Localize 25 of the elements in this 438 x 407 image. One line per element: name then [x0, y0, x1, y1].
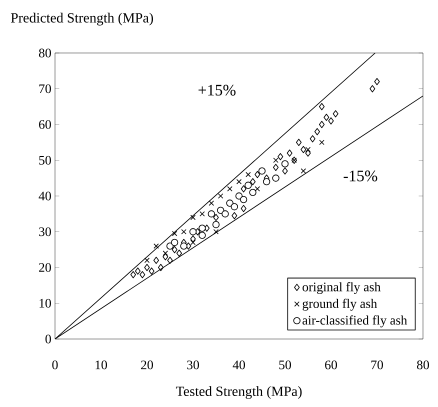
annotation: -15% [344, 170, 378, 182]
x-axis-title: Tested Strength (MPa) [176, 386, 302, 399]
x-tick-label: 70 [371, 360, 384, 370]
x-tick-label: 50 [279, 360, 292, 370]
y-axis-title: Predicted Strength (MPa) [10, 12, 154, 26]
legend-label: air-classified fly ash [302, 315, 408, 328]
x-tick-label: 0 [52, 360, 58, 370]
x-tick-label: 10 [96, 360, 108, 370]
x-tick-label: 40 [232, 360, 246, 370]
y-tick-label: 10 [40, 298, 51, 308]
y-tick-label: 80 [38, 48, 51, 58]
y-tick-label: 0 [45, 334, 51, 344]
y-tick-label: 70 [39, 84, 51, 94]
y-tick-label: 50 [39, 156, 51, 165]
x-tick-label: 30 [187, 360, 200, 370]
y-tick-label: 40 [38, 192, 51, 200]
x-tick-label: 20 [141, 360, 154, 370]
x-tick-label: 60 [325, 360, 338, 370]
y-tick-label: 60 [39, 120, 51, 129]
y-tick-label: 30 [39, 227, 51, 236]
annotation: +15% [198, 84, 236, 96]
y-tick-label: 20 [39, 263, 51, 272]
x-tick-label: 80 [417, 360, 430, 370]
legend-label: original fly ash [302, 282, 381, 294]
legend-label: ground fly ash [302, 298, 378, 311]
